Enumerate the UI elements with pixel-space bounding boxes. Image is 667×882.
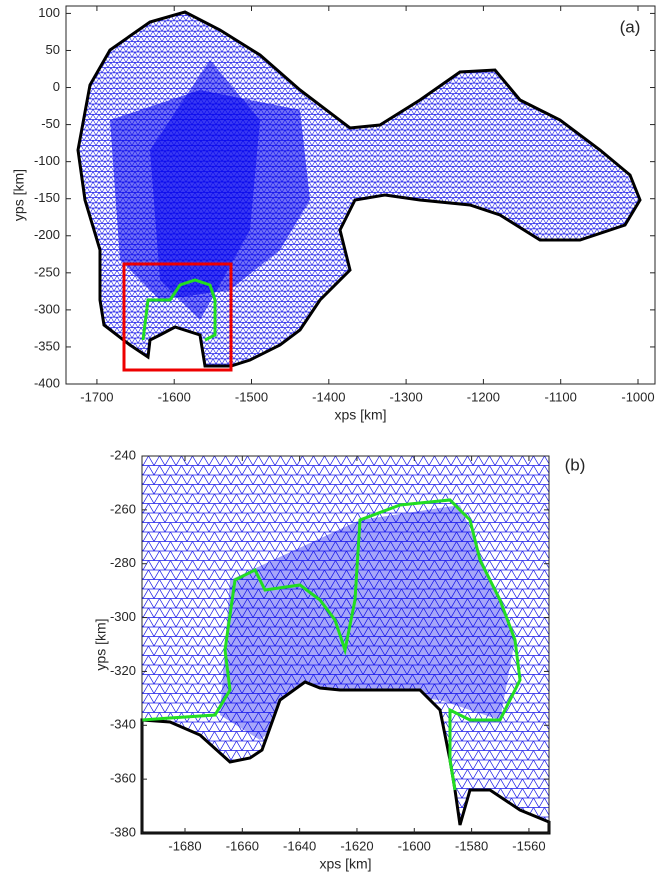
x-tick-label: -1600 <box>398 838 431 853</box>
y-tick-label: -200 <box>34 227 60 242</box>
y-tick-label: -100 <box>34 153 60 168</box>
y-tick-label: -400 <box>34 375 60 390</box>
x-tick-label: -1600 <box>158 389 191 404</box>
panel-a-mesh <box>78 12 640 370</box>
x-tick-label: -1700 <box>80 389 113 404</box>
y-tick-label: 50 <box>46 42 60 57</box>
figure: -1700-1600-1500-1400-1300-1200-1100-1000… <box>0 0 667 882</box>
x-axis-label: xps [km] <box>319 856 371 872</box>
panel-label: (a) <box>620 17 641 36</box>
x-tick-label: -1500 <box>235 389 268 404</box>
y-tick-label: -300 <box>110 609 136 624</box>
y-tick-label: -350 <box>34 338 60 353</box>
y-tick-label: -150 <box>34 190 60 205</box>
x-axis-label: xps [km] <box>334 407 386 423</box>
y-tick-label: -360 <box>110 771 136 786</box>
x-tick-label: -1620 <box>340 838 373 853</box>
y-tick-label: -340 <box>110 717 136 732</box>
y-tick-label: 0 <box>53 79 60 94</box>
x-tick-label: -1200 <box>467 389 500 404</box>
y-axis-label: yps [km] <box>93 618 109 670</box>
y-axis-label: yps [km] <box>11 169 27 221</box>
y-tick-label: -320 <box>110 663 136 678</box>
x-tick-label: -1640 <box>283 838 316 853</box>
y-tick-label: -50 <box>41 116 60 131</box>
y-tick-label: 100 <box>38 5 60 20</box>
x-tick-label: -1000 <box>621 389 654 404</box>
y-tick-label: -250 <box>34 264 60 279</box>
x-tick-label: -1660 <box>226 838 259 853</box>
x-tick-label: -1560 <box>512 838 545 853</box>
y-tick-label: -380 <box>110 824 136 839</box>
x-tick-label: -1100 <box>545 389 577 404</box>
x-tick-label: -1580 <box>455 838 488 853</box>
y-tick-label: -300 <box>34 301 60 316</box>
x-tick-label: -1400 <box>312 389 345 404</box>
y-tick-label: -260 <box>110 501 136 516</box>
panel-label: (b) <box>565 455 586 474</box>
x-tick-label: -1300 <box>389 389 422 404</box>
y-tick-label: -240 <box>110 447 136 462</box>
y-tick-label: -280 <box>110 555 136 570</box>
panel-b-mesh <box>142 456 549 833</box>
x-tick-label: -1680 <box>168 838 201 853</box>
